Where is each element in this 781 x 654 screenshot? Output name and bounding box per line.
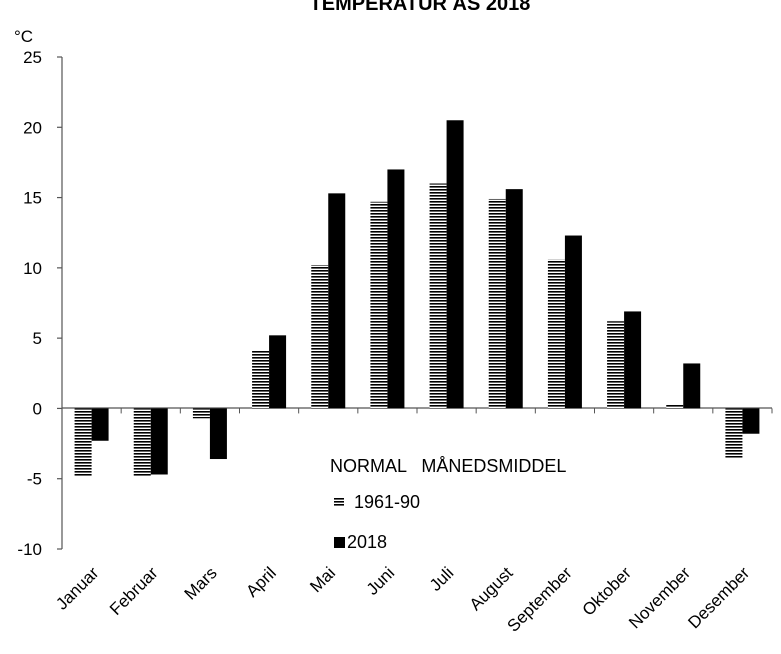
y-tick-label: 15	[23, 189, 42, 208]
legend-label-1961-90: 1961-90	[354, 492, 420, 512]
legend: NORMAL MÅNEDSMIDDEL 1961-90 2018	[330, 456, 566, 552]
bar-1961-90-september	[547, 259, 565, 409]
bar-2018-januar	[91, 408, 109, 441]
bar-2018-februar	[150, 408, 168, 475]
x-tick-label-november: November	[625, 563, 694, 632]
x-tick-label-februar: Februar	[106, 563, 162, 619]
x-tick-label-august: August	[466, 563, 517, 614]
x-tick-label-desember: Desember	[684, 563, 753, 632]
bar-2018-november	[683, 363, 701, 409]
bar-1961-90-november	[666, 404, 684, 409]
bar-2018-september	[564, 235, 582, 409]
x-ticks-group	[61, 408, 773, 414]
y-ticks-group: 25 20 15 10 5 0 -5 -10	[17, 48, 62, 559]
legend-swatch-1961-90	[334, 497, 344, 507]
bar-1961-90-august	[488, 198, 506, 409]
bar-1961-90-oktober	[607, 321, 625, 409]
x-tick-label-juni: Juni	[363, 563, 398, 598]
x-tick-label-september: September	[503, 563, 575, 635]
bar-2018-juli	[446, 120, 464, 409]
x-tick-label-oktober: Oktober	[579, 563, 635, 619]
bar-1961-90-mai	[311, 265, 329, 409]
y-tick-label: 20	[23, 118, 42, 137]
bar-1961-90-mars	[192, 408, 210, 419]
y-tick-label: 10	[23, 259, 42, 278]
bar-2018-desember	[742, 408, 760, 434]
bar-2018-april	[269, 335, 287, 409]
bar-1961-90-juli	[429, 183, 447, 409]
bar-1961-90-juni	[370, 201, 388, 409]
bar-1961-90-februar	[133, 408, 151, 476]
y-tick-label: -10	[17, 540, 42, 559]
x-labels-group: Januar Februar Mars April Mai Juni Juli AugustS…	[52, 563, 753, 635]
legend-title: NORMAL MÅNEDSMIDDEL	[330, 456, 566, 476]
x-tick-label-juli: Juli	[426, 563, 457, 594]
y-tick-label: 0	[33, 399, 42, 418]
y-tick-label: 5	[33, 329, 42, 348]
bar-2018-mai	[328, 193, 346, 409]
bar-2018-august	[505, 189, 523, 409]
y-tick-label: 25	[23, 48, 42, 67]
x-tick-label-mai: Mai	[306, 563, 339, 596]
bar-2018-oktober	[624, 311, 642, 409]
y-axis-unit-label: °C	[14, 27, 33, 46]
legend-swatch-2018	[334, 537, 345, 548]
bar-1961-90-desember	[725, 408, 743, 458]
y-tick-label: -5	[27, 470, 42, 489]
legend-label-2018: 2018	[347, 532, 387, 552]
bar-2018-mars	[209, 408, 227, 460]
x-tick-label-januar: Januar	[52, 563, 102, 613]
bar-1961-90-april	[252, 350, 270, 409]
chart-title: TEMPERATUR ÅS 2018	[310, 0, 531, 15]
x-tick-label-mars: Mars	[181, 563, 221, 603]
bars-group	[74, 120, 760, 476]
bar-1961-90-januar	[74, 408, 92, 476]
bar-2018-juni	[387, 169, 405, 409]
x-tick-label-april: April	[242, 563, 279, 600]
